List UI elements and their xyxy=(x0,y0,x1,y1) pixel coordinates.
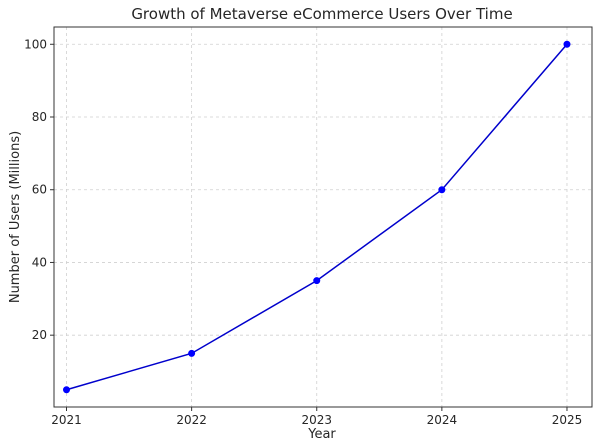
series-users xyxy=(63,40,571,394)
x-tick-label-2022: 2022 xyxy=(176,413,207,427)
data-point-2023 xyxy=(313,277,321,285)
chart-title: Growth of Metaverse eCommerce Users Over… xyxy=(131,5,512,23)
data-point-2025 xyxy=(563,40,571,48)
plot-frame xyxy=(53,26,593,408)
axes xyxy=(50,26,593,411)
data-point-2024 xyxy=(438,186,446,194)
tick-labels: 2021 2022 2023 2024 2025 20 40 60 80 100 xyxy=(24,37,582,427)
data-point-2022 xyxy=(188,349,196,357)
x-axis-label: Year xyxy=(307,427,336,442)
data-point-2021 xyxy=(63,386,71,394)
x-tick-label-2021: 2021 xyxy=(51,413,82,427)
series-line xyxy=(66,43,568,391)
grid-lines xyxy=(54,27,592,407)
y-tick-label-40: 40 xyxy=(32,255,47,269)
y-tick-label-80: 80 xyxy=(32,110,47,124)
y-tick-label-60: 60 xyxy=(32,183,47,197)
x-tick-label-2025: 2025 xyxy=(552,413,583,427)
x-tick-label-2023: 2023 xyxy=(301,413,332,427)
y-axis-label: Number of Users (Millions) xyxy=(8,131,23,303)
x-tick-label-2024: 2024 xyxy=(427,413,458,427)
y-tick-label-20: 20 xyxy=(32,328,47,342)
y-tick-label-100: 100 xyxy=(24,37,47,51)
